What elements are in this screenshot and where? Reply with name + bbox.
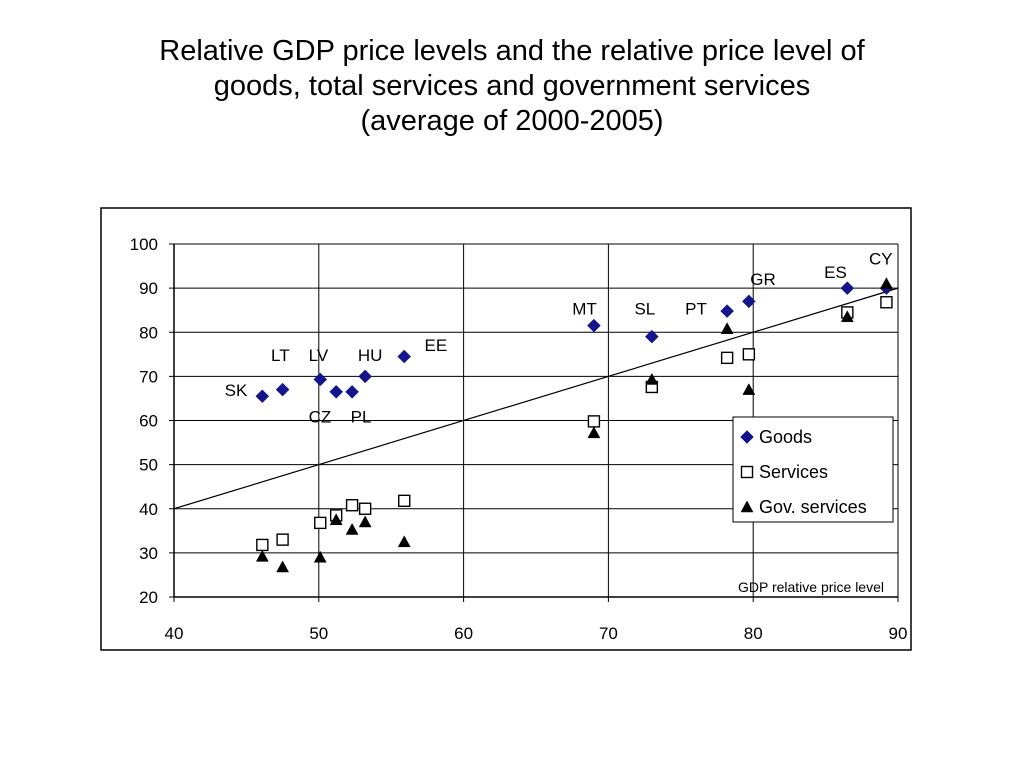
country-label: MT [572,300,597,319]
services-point [880,296,893,309]
gov-services-point [720,322,734,334]
services-point [398,494,411,508]
legend-marker [740,430,754,444]
data-points [255,277,894,573]
y-tick-label: 100 [130,235,158,254]
y-tick-label: 70 [139,367,158,386]
goods-point [313,372,328,387]
x-tick-label: 40 [165,624,184,643]
goods-point [840,281,855,295]
country-label: LV [309,346,329,365]
gov-services-point [276,560,290,573]
goods-point [345,384,359,399]
legend: Goods Services Gov. services [732,416,894,523]
gov-services-point [329,513,343,526]
services-point [314,516,327,530]
gov-services-point [587,426,601,439]
services-point [358,502,372,515]
gov-services-point [358,515,372,528]
x-tick-label: 90 [889,624,908,643]
x-tick-label: 70 [599,624,618,643]
gov-services-point [742,383,756,395]
country-label: SK [225,381,248,400]
goods-point [329,384,344,399]
goods-point [742,294,756,309]
gov-services-point [313,550,327,563]
country-label: LT [271,346,290,365]
reference-line-group [173,287,899,510]
country-label: EE [425,336,448,355]
legend-marker [740,500,754,513]
country-label: ES [824,263,847,282]
goods-point [644,329,659,344]
goods-point [720,304,734,318]
goods-point [358,369,372,384]
gov-services-point [397,535,411,548]
country-labels: SK LT LV HU EE CZ PL MT SL PT GR ES CY [225,250,893,427]
gov-services-point [645,372,659,385]
axes [169,243,899,602]
services-point [256,538,269,552]
country-label: CY [869,250,893,269]
y-tick-label: 30 [139,544,158,563]
x-tick-label: 80 [744,624,763,643]
country-label: PL [351,408,372,427]
country-label: SL [634,300,655,319]
country-label: GR [750,270,776,289]
gov-services-point [345,522,359,535]
slide-title: Relative GDP price levels and the relati… [0,34,1024,139]
title-line: goods, total services and government ser… [213,70,811,102]
legend-marker [740,465,754,479]
legend-label: Gov. services [759,497,867,517]
x-axis-label: GDP relative price level [738,579,884,595]
x-tick-label: 60 [454,624,473,643]
country-label: CZ [309,408,332,427]
x-tick-label: 50 [309,624,328,643]
gov-services-point [840,310,854,323]
reference-line [173,287,899,510]
country-label: HU [358,346,383,365]
title-line: (average of 2000-2005) [360,105,664,137]
legend-label: Services [759,462,828,482]
services-point [742,348,756,361]
services-point [345,499,359,512]
y-tick-label: 20 [139,588,158,607]
gov-services-point [879,277,893,289]
services-point [276,533,289,546]
y-tick-label: 60 [139,412,158,431]
legend-label: Goods [759,427,812,447]
goods-point [255,389,270,404]
goods-point [587,318,601,333]
tick-labels: 20 30 40 50 60 70 80 90 100 40 50 60 70 80 90 [130,235,908,643]
services-point [720,351,734,365]
goods-point [275,382,290,397]
y-tick-label: 80 [139,323,158,342]
legend-box [732,416,894,523]
y-tick-label: 90 [139,279,158,298]
y-tick-label: 40 [139,500,158,519]
goods-point [397,349,412,364]
services-point [587,415,601,428]
gov-services-point [255,549,269,562]
title-line: Relative GDP price levels and the relati… [159,35,865,67]
y-tick-label: 50 [139,456,158,475]
country-label: PT [685,300,707,319]
